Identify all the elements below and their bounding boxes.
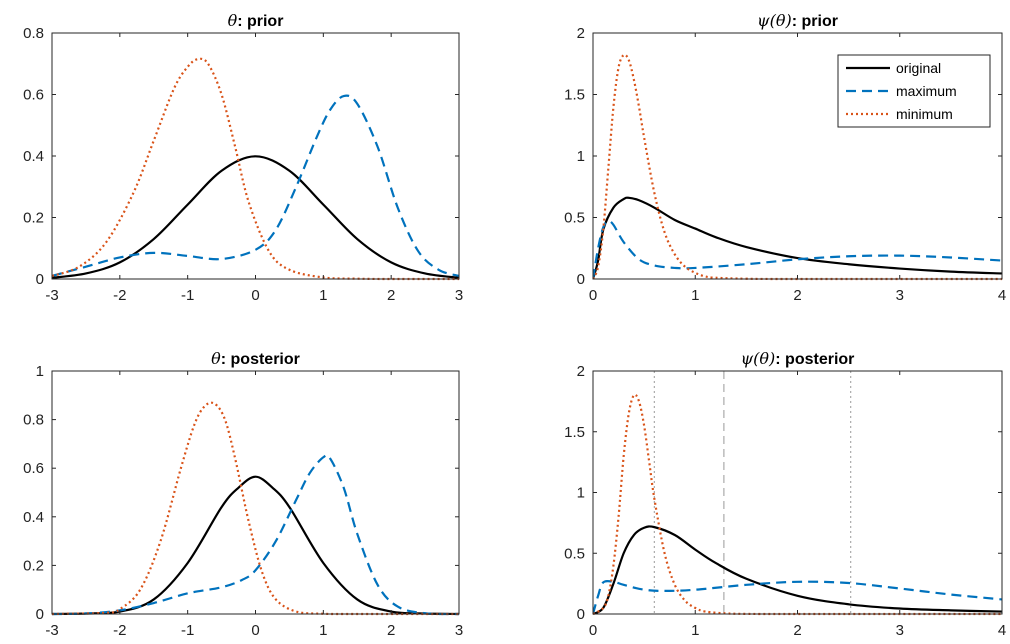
title-symbol: θ (211, 349, 221, 368)
legend-label-original: original (896, 60, 941, 76)
x-tick-label: 3 (455, 287, 463, 304)
subplot-title: θ: prior (228, 11, 284, 30)
legend-label-maximum: maximum (896, 83, 957, 99)
x-tick-label: 2 (387, 622, 395, 639)
y-tick-label: 1 (577, 485, 585, 502)
x-tick-label: -1 (181, 287, 194, 304)
y-tick-label: 0 (36, 606, 44, 623)
subplot-title: ψ(θ): prior (757, 11, 838, 30)
subplot-3: θ: posterior -3 -2 -1 0 1 2 3 0 0.2 0.4 0.6 0.8 1 (23, 349, 463, 639)
x-tick-label: 1 (319, 622, 327, 639)
y-tick-label: 0.5 (564, 545, 585, 562)
x-tick-label: 3 (896, 622, 904, 639)
y-tick-label: 0.5 (564, 210, 585, 227)
y-tick-label: 0.2 (23, 210, 44, 227)
subplot-title: θ: posterior (211, 349, 300, 368)
y-tick-label: 0 (36, 271, 44, 288)
x-tick-label: 1 (691, 287, 699, 304)
title-text: : posterior (221, 351, 300, 368)
title-symbol: ψ(θ) (757, 11, 792, 30)
subplot-2: ψ(θ): prior 0 1 2 3 4 0 0.5 1 1.5 2 original maximum… (564, 11, 1006, 304)
x-tick-label: 1 (319, 287, 327, 304)
x-tick-label: -2 (113, 287, 126, 304)
y-tick-label: 2 (577, 363, 585, 380)
x-tick-label: 4 (998, 287, 1006, 304)
y-tick-label: 0.6 (23, 87, 44, 104)
x-tick-label: 2 (387, 287, 395, 304)
x-tick-label: -1 (181, 622, 194, 639)
series-original (52, 155, 459, 279)
x-tick-label: -3 (45, 622, 58, 639)
y-tick-label: 0 (577, 271, 585, 288)
series-minimum (52, 57, 459, 281)
x-tick-label: 1 (691, 622, 699, 639)
series-original (593, 525, 1002, 616)
series-minimum (52, 401, 459, 616)
series-maximum (593, 579, 1002, 615)
title-symbol: ψ(θ) (741, 349, 776, 368)
y-tick-label: 0.8 (23, 25, 44, 42)
series-original (593, 196, 1002, 280)
title-text: : prior (792, 13, 838, 30)
legend: original maximum minimum (837, 54, 991, 128)
x-tick-label: 3 (455, 622, 463, 639)
x-tick-label: 0 (589, 622, 597, 639)
x-tick-label: -2 (113, 622, 126, 639)
x-tick-label: 0 (251, 622, 259, 639)
x-tick-label: 2 (793, 287, 801, 304)
title-text: : posterior (775, 351, 854, 368)
y-tick-label: 0.6 (23, 460, 44, 477)
y-tick-label: 2 (577, 25, 585, 42)
x-tick-label: -3 (45, 287, 58, 304)
x-tick-label: 0 (589, 287, 597, 304)
series-original (52, 475, 459, 616)
x-tick-label: 2 (793, 622, 801, 639)
title-text: : prior (237, 13, 283, 30)
x-tick-label: 3 (896, 287, 904, 304)
series-minimum (593, 53, 1002, 281)
y-tick-label: 0.2 (23, 557, 44, 574)
series-maximum (52, 453, 459, 616)
y-tick-label: 1 (577, 148, 585, 165)
y-tick-label: 1.5 (564, 87, 585, 104)
legend-label-minimum: minimum (896, 106, 953, 122)
series-maximum (52, 94, 459, 277)
y-tick-label: 1 (36, 363, 44, 380)
x-tick-label: 0 (251, 287, 259, 304)
subplot-4: ψ(θ): posterior 0 1 2 3 4 0 0.5 1 1.5 2 (564, 349, 1006, 639)
subplot-1: θ: prior -3 -2 -1 0 1 2 3 0 0.2 0.4 0.6 0.8 (23, 11, 463, 304)
y-tick-label: 0.4 (23, 509, 44, 526)
x-tick-label: 4 (998, 622, 1006, 639)
series-maximum (593, 219, 1002, 280)
subplot-title: ψ(θ): posterior (741, 349, 855, 368)
title-symbol: θ (228, 11, 238, 30)
y-tick-label: 0.4 (23, 148, 44, 165)
y-tick-label: 0.8 (23, 412, 44, 429)
y-tick-label: 1.5 (564, 424, 585, 441)
y-tick-label: 0 (577, 606, 585, 623)
axes-box (51, 370, 460, 615)
